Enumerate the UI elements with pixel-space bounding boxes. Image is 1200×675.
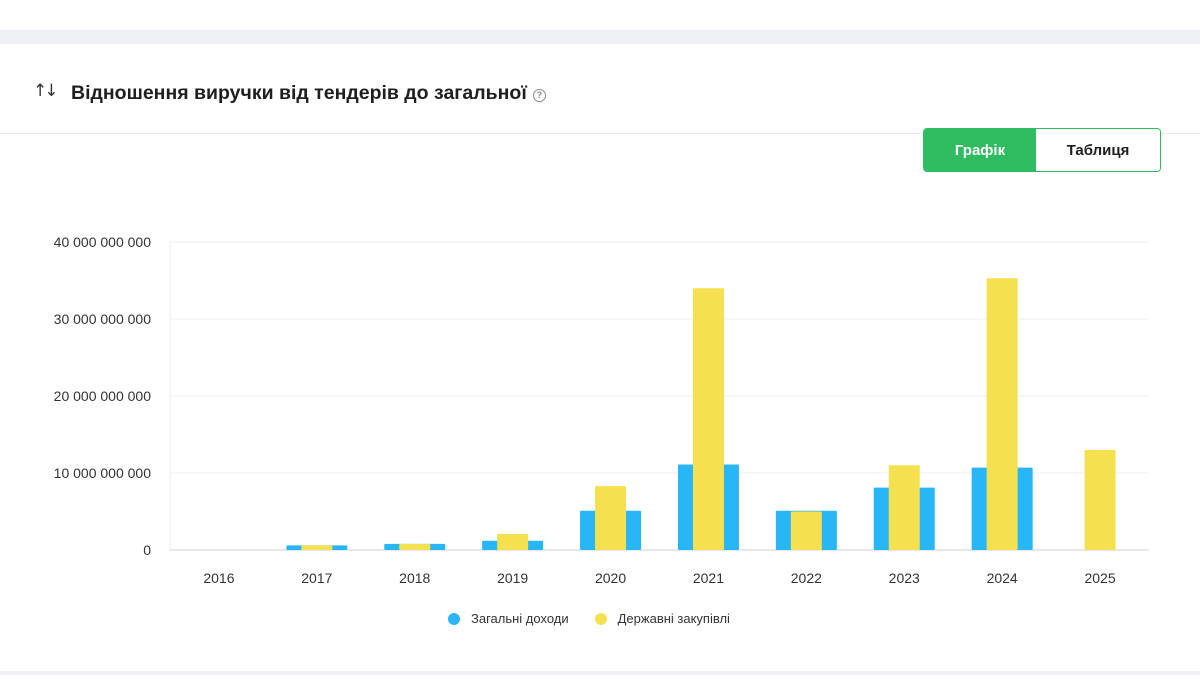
bottom-divider xyxy=(0,671,1200,675)
y-tick-label: 30 000 000 000 xyxy=(54,311,152,327)
x-tick-label: 2020 xyxy=(595,570,626,586)
bar-public-procurement xyxy=(692,288,724,550)
x-tick-label: 2024 xyxy=(987,570,1018,586)
x-tick-label: 2021 xyxy=(693,570,724,586)
x-tick-label: 2025 xyxy=(1084,570,1115,586)
bar-public-procurement xyxy=(888,465,920,550)
section-gap xyxy=(0,30,1200,44)
x-tick-label: 2018 xyxy=(399,570,430,586)
x-tick-label: 2016 xyxy=(203,570,234,586)
y-tick-label: 0 xyxy=(143,542,151,558)
view-toggle: Графік Таблиця xyxy=(923,128,1161,172)
card-title-text: Відношення виручки від тендерів до загал… xyxy=(71,82,527,104)
x-tick-label: 2019 xyxy=(497,570,528,586)
bar-public-procurement xyxy=(790,511,822,550)
top-strip xyxy=(0,0,1200,30)
x-tick-label: 2023 xyxy=(889,570,920,586)
y-tick-label: 10 000 000 000 xyxy=(54,465,152,481)
legend-dot-public-procurement xyxy=(594,612,607,625)
y-tick-label: 40 000 000 000 xyxy=(54,234,152,250)
sort-arrows-icon[interactable]: ↑↓ xyxy=(33,81,59,101)
bar-public-procurement xyxy=(1084,449,1116,550)
x-tick-label: 2022 xyxy=(791,570,822,586)
chart-view-button[interactable]: Графік xyxy=(924,129,1036,171)
table-view-button[interactable]: Таблиця xyxy=(1036,129,1160,171)
bar-public-procurement xyxy=(399,543,431,550)
y-tick-label: 20 000 000 000 xyxy=(54,388,152,404)
card-header: ↑↓ Відношення виручки від тендерів до за… xyxy=(0,44,1200,134)
bar-public-procurement xyxy=(986,278,1018,550)
bar-public-procurement xyxy=(301,545,333,550)
legend-dot-total-income xyxy=(448,612,460,625)
chart-legend: Загальні доходи Державні закупівлі xyxy=(448,611,756,626)
card-title: Відношення виручки від тендерів до загал… xyxy=(71,81,546,105)
legend-label-public-procurement: Державні закупівлі xyxy=(617,611,730,626)
legend-item-total-income[interactable]: Загальні доходи xyxy=(448,611,569,626)
x-tick-label: 2017 xyxy=(301,570,332,586)
legend-label-total-income: Загальні доходи xyxy=(471,611,569,626)
bar-public-procurement xyxy=(595,486,627,550)
legend-item-public-procurement[interactable]: Державні закупівлі xyxy=(594,611,730,626)
help-circle-icon[interactable]: ? xyxy=(532,89,546,102)
bar-public-procurement xyxy=(497,533,529,550)
